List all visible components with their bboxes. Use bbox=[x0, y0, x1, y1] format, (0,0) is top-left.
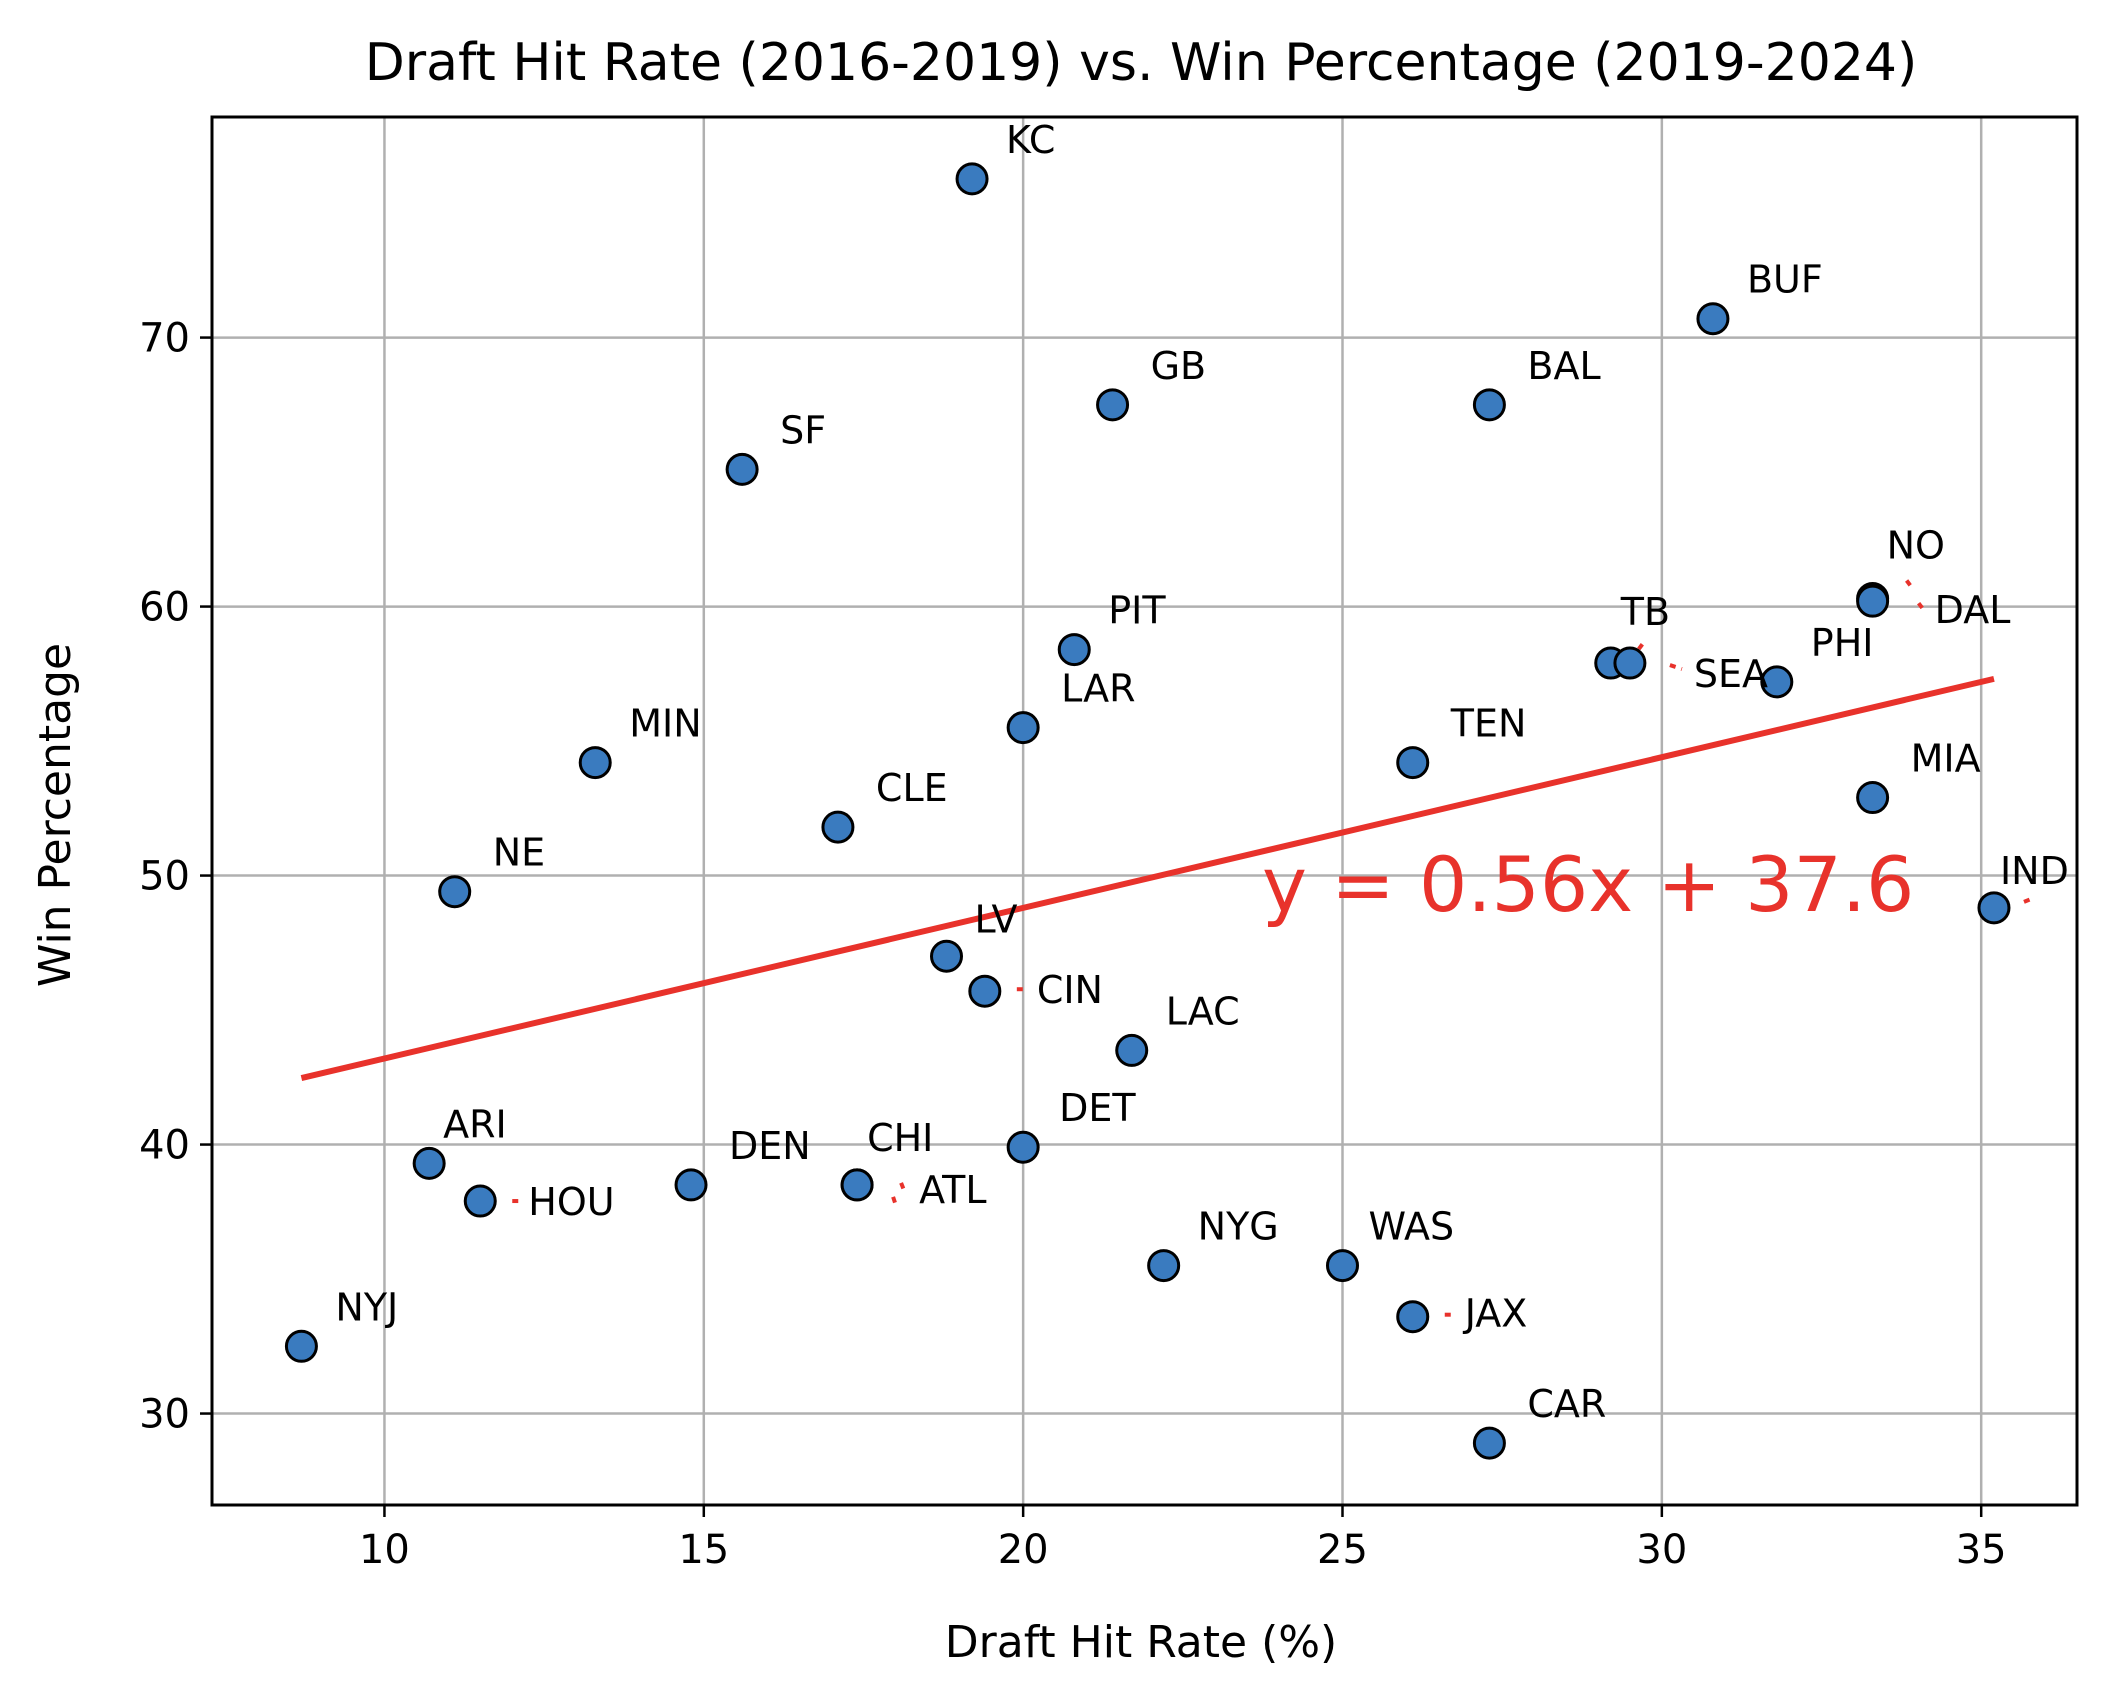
point-label-mia: MIA bbox=[1911, 737, 1981, 781]
point-label-det: DET bbox=[1059, 1086, 1136, 1130]
point-label-no: NO bbox=[1887, 523, 1945, 567]
data-point-pit bbox=[1057, 633, 1091, 667]
trendline-equation: y = 0.56x + 37.6 bbox=[1262, 840, 1914, 929]
label-leader-no bbox=[1905, 579, 1915, 590]
label-leader-dal bbox=[1917, 601, 1927, 613]
x-axis-label: Draft Hit Rate (%) bbox=[945, 1617, 1337, 1668]
point-label-gb: GB bbox=[1151, 344, 1207, 388]
chart-title: Draft Hit Rate (2016-2019) vs. Win Perce… bbox=[365, 33, 1918, 93]
y-tick-label: 70 bbox=[139, 316, 190, 362]
data-points bbox=[284, 162, 2011, 1460]
point-label-ten: TEN bbox=[1450, 702, 1527, 746]
point-label-kc: KC bbox=[1006, 118, 1055, 162]
grid bbox=[212, 117, 2077, 1505]
label-leader-tb bbox=[1637, 639, 1647, 651]
data-point-ind bbox=[1977, 891, 2011, 925]
data-point-jax bbox=[1396, 1300, 1430, 1334]
point-label-car: CAR bbox=[1527, 1382, 1606, 1426]
y-axis-label: Win Percentage bbox=[30, 643, 81, 987]
point-label-was: WAS bbox=[1368, 1205, 1454, 1249]
data-point-mia bbox=[1856, 781, 1890, 815]
point-label-ind: IND bbox=[2000, 849, 2069, 893]
y-tick-label: 50 bbox=[139, 854, 190, 900]
data-point-cle bbox=[821, 810, 855, 844]
data-point-bal bbox=[1472, 388, 1506, 422]
data-point-nyj bbox=[284, 1329, 318, 1363]
point-label-dal: DAL bbox=[1935, 588, 2011, 632]
data-point-det bbox=[1006, 1130, 1040, 1164]
x-tick-label: 10 bbox=[359, 1527, 410, 1573]
trendline bbox=[300, 675, 1995, 1081]
data-point-dal bbox=[1856, 584, 1890, 618]
point-label-sea: SEA bbox=[1694, 652, 1768, 696]
point-label-chi: CHI bbox=[867, 1116, 933, 1160]
point-label-cle: CLE bbox=[876, 766, 948, 810]
data-point-ari bbox=[412, 1146, 446, 1180]
data-point-sf bbox=[725, 452, 759, 486]
point-label-nyg: NYG bbox=[1198, 1205, 1279, 1249]
data-point-den bbox=[674, 1168, 708, 1202]
data-point-lac bbox=[1115, 1033, 1149, 1067]
data-point-sea bbox=[1613, 646, 1647, 680]
x-tick-label: 35 bbox=[1956, 1527, 2007, 1573]
point-label-lac: LAC bbox=[1166, 989, 1240, 1033]
label-leader-chi bbox=[891, 1196, 897, 1204]
point-label-buf: BUF bbox=[1747, 258, 1823, 302]
data-point-atl bbox=[840, 1168, 874, 1202]
point-label-cin: CIN bbox=[1037, 968, 1103, 1012]
data-point-was bbox=[1325, 1249, 1359, 1283]
y-tick-label: 40 bbox=[139, 1123, 190, 1169]
point-label-phi: PHI bbox=[1811, 621, 1874, 665]
data-point-phi bbox=[1760, 665, 1794, 699]
label-leader-ind bbox=[2023, 895, 2035, 904]
x-tick-label: 15 bbox=[678, 1527, 729, 1573]
point-labels: KC BUF GB BAL SF NO DAL PIT TB SEA PHI LAR MIN TEN MIA… bbox=[335, 118, 2068, 1426]
point-label-hou: HOU bbox=[528, 1180, 614, 1224]
data-point-buf bbox=[1696, 302, 1730, 336]
label-leaders bbox=[512, 579, 2035, 1317]
axis-ticks: 10 15 20 25 30 35 30 40 50 60 70 bbox=[139, 316, 2007, 1573]
data-point-min bbox=[578, 746, 612, 780]
point-label-ne: NE bbox=[493, 831, 545, 875]
point-label-pit: PIT bbox=[1108, 589, 1166, 633]
point-label-jax: JAX bbox=[1463, 1292, 1528, 1336]
label-leader-atl bbox=[899, 1182, 907, 1194]
y-tick-label: 30 bbox=[139, 1392, 190, 1438]
trendline-layer bbox=[300, 675, 1995, 1081]
point-label-tb: TB bbox=[1620, 590, 1670, 634]
point-label-min: MIN bbox=[629, 702, 701, 746]
data-point-lv bbox=[930, 939, 964, 973]
plot-frame bbox=[210, 115, 2079, 1507]
point-label-bal: BAL bbox=[1527, 344, 1600, 388]
x-tick-label: 25 bbox=[1317, 1527, 1368, 1573]
x-tick-label: 20 bbox=[998, 1527, 1049, 1573]
point-label-lv: LV bbox=[975, 897, 1018, 941]
data-point-ne bbox=[438, 875, 472, 909]
point-label-sf: SF bbox=[780, 408, 826, 452]
data-point-kc bbox=[955, 162, 989, 196]
data-point-hou bbox=[463, 1184, 497, 1218]
x-tick-label: 30 bbox=[1636, 1527, 1687, 1573]
data-point-cin bbox=[968, 974, 1002, 1008]
point-label-atl: ATL bbox=[919, 1168, 986, 1212]
y-tick-label: 60 bbox=[139, 585, 190, 631]
point-label-ari: ARI bbox=[443, 1102, 507, 1146]
data-point-ten bbox=[1396, 746, 1430, 780]
point-label-lar: LAR bbox=[1061, 667, 1135, 711]
data-point-nyg bbox=[1147, 1249, 1181, 1283]
data-point-car bbox=[1472, 1426, 1506, 1460]
point-label-nyj: NYJ bbox=[335, 1285, 398, 1329]
data-point-gb bbox=[1096, 388, 1130, 422]
label-leader-sea bbox=[1669, 663, 1683, 671]
data-point-lar bbox=[1006, 711, 1040, 745]
point-label-den: DEN bbox=[729, 1124, 811, 1168]
